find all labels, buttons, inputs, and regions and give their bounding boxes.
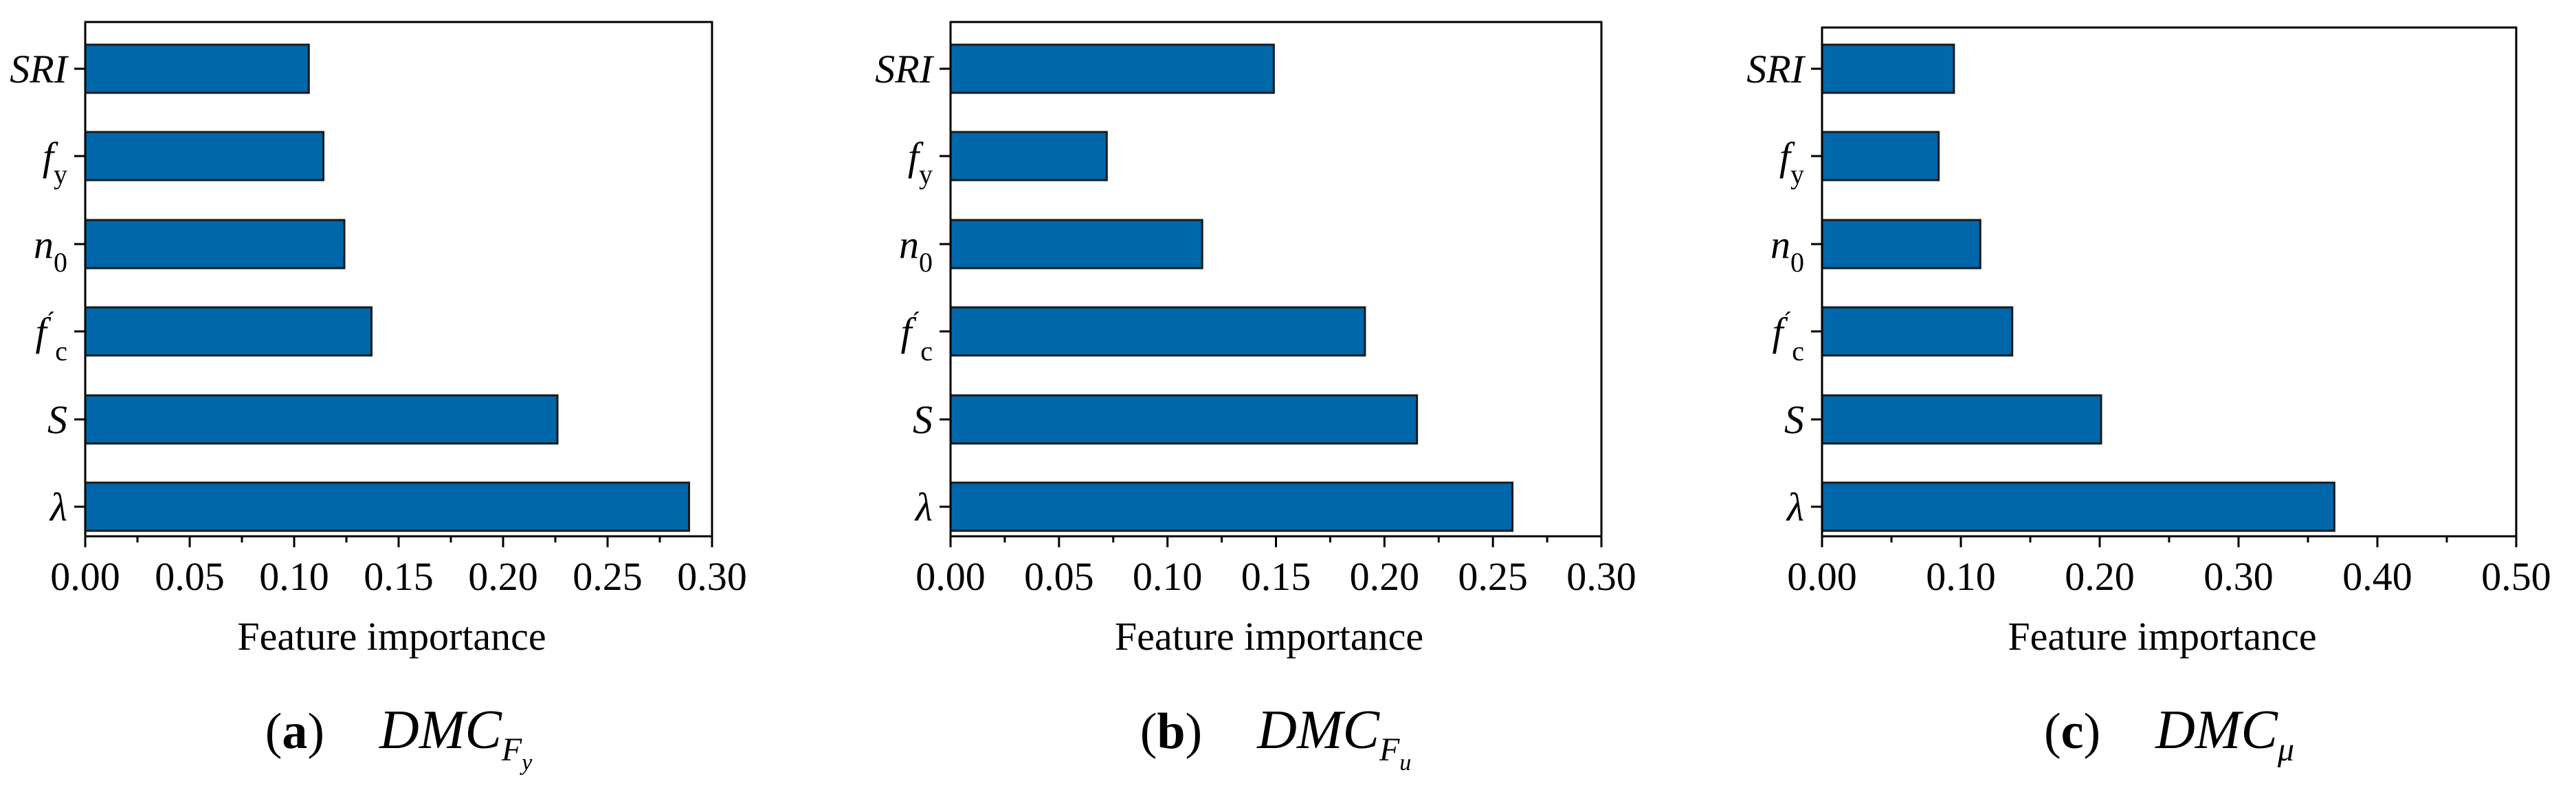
bar-a-5: [84, 394, 559, 445]
category-label: n0: [1770, 222, 1804, 278]
x-tick-label: 0.30: [677, 554, 747, 599]
bar-a-1: [84, 43, 310, 94]
x-tick-label: 0.20: [1350, 554, 1420, 599]
bar-c-2: [1821, 131, 1940, 182]
category-label: fy: [908, 134, 933, 190]
bar-a-6: [84, 481, 691, 532]
bar-b-1: [949, 43, 1275, 94]
plot-frame: [1821, 26, 2518, 538]
x-tick-label: 0.10: [259, 554, 329, 599]
bar-b-6: [949, 481, 1514, 532]
category-label: λ: [49, 485, 67, 529]
category-label: λ: [914, 485, 933, 529]
x-tick-label: 0.05: [155, 554, 225, 599]
x-tick-label: 0.10: [1926, 554, 1996, 599]
category-label: fy: [1779, 134, 1804, 190]
x-tick-label: 0.05: [1024, 554, 1094, 599]
x-tick-label: 0.25: [1458, 554, 1528, 599]
x-tick-label: 0.30: [1566, 554, 1636, 599]
bar-a-3: [84, 219, 346, 270]
x-tick-label: 0.00: [915, 554, 986, 599]
chart-panel-a: SRI fy n0 f´c Sλ 0.00 0.05 0.10 0.15 0.20 0.25 0.30…: [10, 21, 747, 776]
x-tick-label: 0.00: [1787, 554, 1857, 599]
x-tick-label: 0.00: [50, 554, 120, 599]
category-label: SRI: [10, 47, 69, 91]
bar-b-5: [949, 394, 1419, 445]
chart-panel-b: SRI fy n0 f´c Sλ 0.00 0.05 0.10 0.15 0.20 0.25 0.30…: [875, 21, 1636, 776]
category-label: S: [913, 397, 933, 442]
category-label: SRI: [1746, 47, 1806, 91]
bar-a-4: [84, 306, 373, 357]
x-tick-label: 0.10: [1133, 554, 1203, 599]
category-label: n0: [899, 222, 933, 278]
x-tick-label: 0.15: [364, 554, 434, 599]
x-axis-label: Feature importance: [2008, 614, 2316, 659]
x-axis-label: Feature importance: [1115, 614, 1423, 659]
plot-frame: [84, 21, 713, 538]
x-axis-label: Feature importance: [237, 614, 546, 659]
x-tick-label: 0.50: [2481, 554, 2551, 599]
category-label: S: [1784, 397, 1804, 442]
category-label: SRI: [875, 47, 934, 91]
bar-c-4: [1821, 306, 2014, 357]
bar-c-5: [1821, 394, 2102, 445]
bar-b-3: [949, 219, 1203, 270]
x-tick-label: 0.15: [1241, 554, 1311, 599]
category-label: f´c: [1772, 307, 1804, 366]
category-label: λ: [1786, 485, 1804, 529]
bar-c-1: [1821, 43, 1955, 94]
category-label: S: [47, 397, 67, 442]
bar-c-3: [1821, 219, 1981, 270]
x-tick-label: 0.20: [2065, 554, 2135, 599]
bar-b-4: [949, 306, 1366, 357]
category-label: fy: [43, 134, 67, 190]
panel-caption: (a) DMCFy: [265, 700, 533, 776]
x-tick-label: 0.25: [573, 554, 643, 599]
bar-b-2: [949, 131, 1108, 182]
panel-caption: (c) DMCμ: [2044, 700, 2294, 768]
category-label: f´c: [35, 307, 67, 366]
x-tick-label: 0.40: [2342, 554, 2412, 599]
chart-panel-c: SRI fy n0 f´c Sλ 0.00 0.10 0.20 0.30 0.40 0.50 Feat…: [1746, 26, 2551, 768]
x-tick-label: 0.30: [2203, 554, 2274, 599]
category-label: f´c: [900, 307, 933, 366]
plot-frame: [949, 21, 1603, 538]
bar-a-2: [84, 131, 325, 182]
category-label: n0: [34, 222, 67, 278]
panel-caption: (b) DMCFu: [1140, 700, 1412, 776]
x-tick-label: 0.20: [468, 554, 538, 599]
bar-c-6: [1821, 481, 2335, 532]
